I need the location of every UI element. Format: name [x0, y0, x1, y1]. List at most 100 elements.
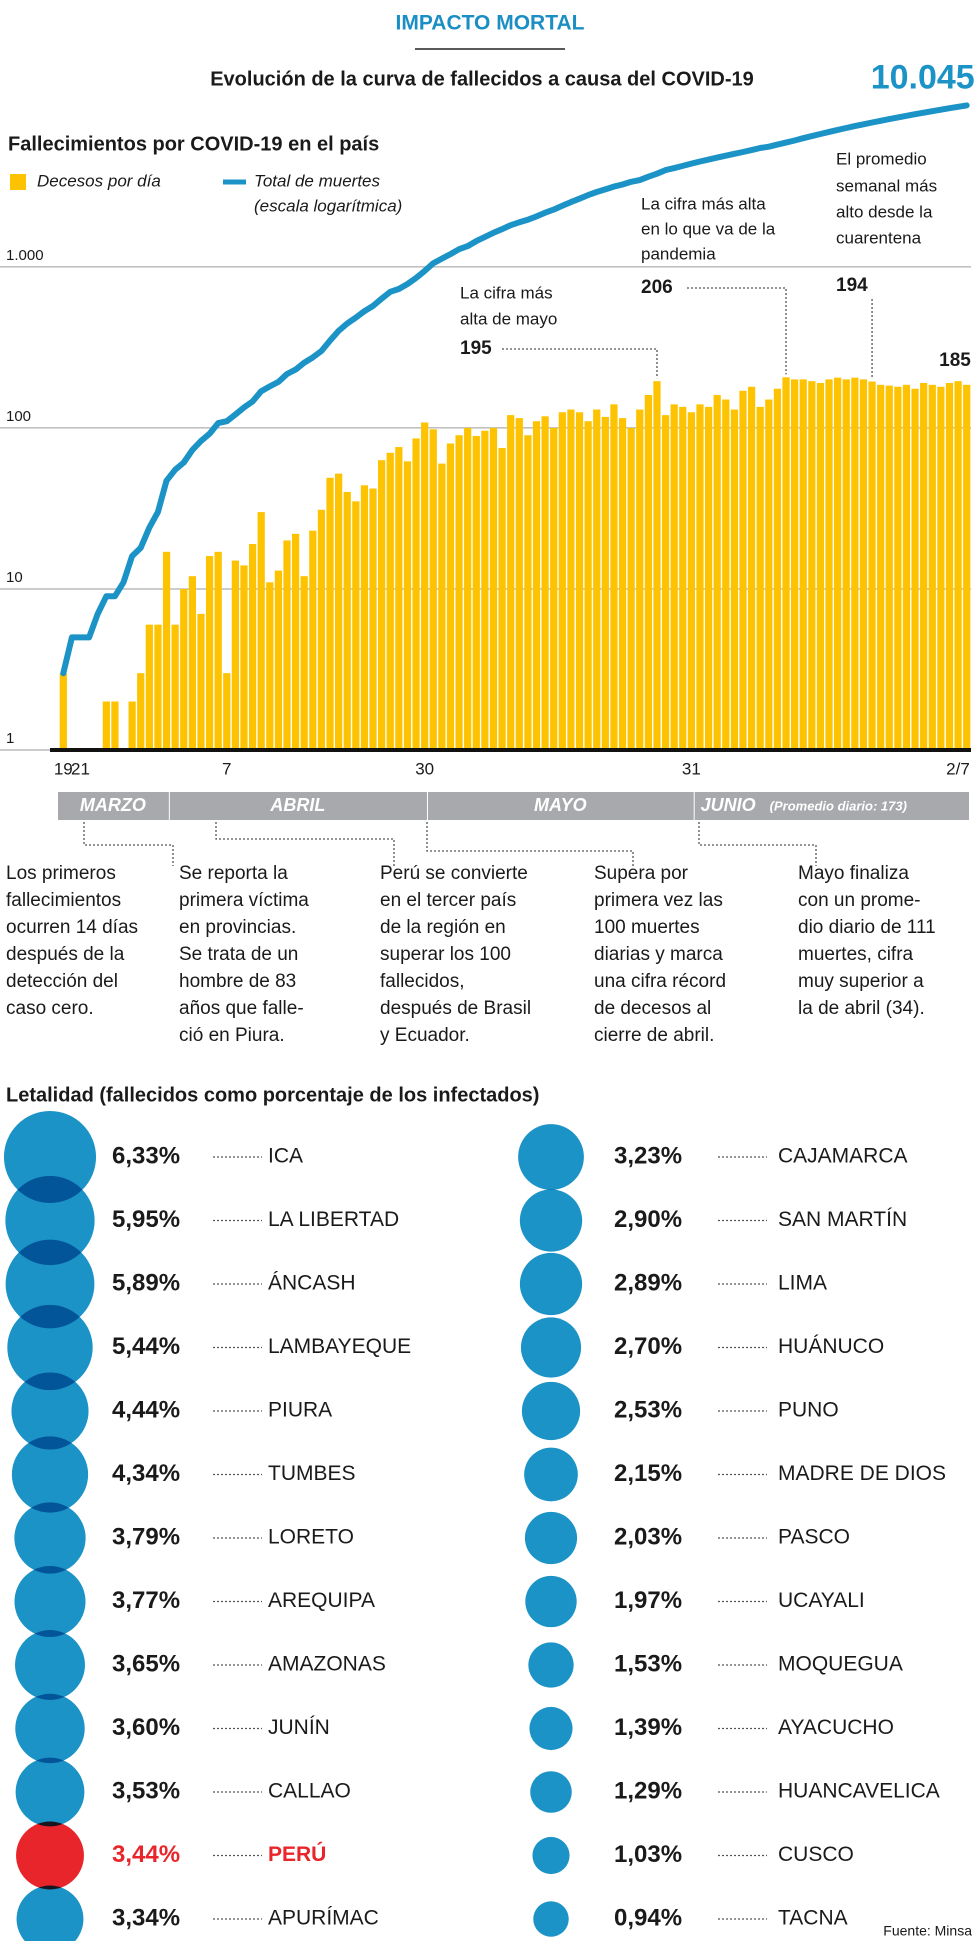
bar — [171, 624, 179, 750]
event-note: en provincias. — [179, 917, 296, 938]
bubble-value: 2,53% — [614, 1396, 682, 1423]
connector — [83, 822, 174, 866]
event-note: una cifra récord — [594, 971, 726, 992]
event-note: fallecidos, — [380, 971, 465, 992]
bar — [326, 477, 334, 750]
event-note: hombre de 83 — [179, 971, 296, 992]
bar — [455, 435, 463, 750]
bar — [575, 412, 584, 750]
region-name: LORETO — [268, 1526, 354, 1549]
bar — [498, 447, 506, 750]
bar — [877, 384, 885, 750]
month-label: ABRIL — [269, 795, 325, 815]
bar — [283, 540, 291, 750]
bar — [902, 384, 911, 750]
bar — [730, 409, 739, 750]
region-name: HUÁNUCO — [778, 1335, 884, 1358]
month-band — [58, 792, 169, 820]
bar — [765, 399, 773, 750]
bubble-value: 3,23% — [614, 1142, 682, 1169]
bubble — [3, 1110, 97, 1204]
region-name: PASCO — [778, 1526, 850, 1549]
bar — [636, 409, 644, 750]
region-name: APURÍMAC — [268, 1907, 379, 1930]
bubble-value: 2,03% — [614, 1523, 682, 1550]
event-note: muy superior a — [798, 971, 924, 992]
region-name: TACNA — [778, 1907, 848, 1930]
event-note: superar los 100 — [380, 944, 511, 965]
bar — [464, 427, 472, 750]
bubble-value: 2,70% — [614, 1333, 682, 1360]
bar — [834, 377, 842, 750]
event-note: cierre de abril. — [594, 1025, 714, 1046]
region-name: MADRE DE DIOS — [778, 1462, 946, 1485]
annotation-text: pandemia — [641, 244, 716, 263]
bar — [446, 443, 455, 750]
bar — [205, 556, 214, 750]
event-note: ció en Piura. — [179, 1025, 285, 1046]
bubble — [525, 1575, 577, 1628]
connector — [215, 822, 395, 866]
bar — [102, 701, 110, 750]
bar — [911, 388, 919, 750]
bar — [180, 588, 188, 750]
y-tick-label: 100 — [6, 408, 31, 425]
event-note: ocurren 14 días — [6, 917, 138, 938]
bar — [524, 435, 532, 750]
bar — [670, 404, 678, 750]
bar — [954, 381, 962, 750]
bar — [378, 460, 386, 750]
bar — [782, 377, 790, 750]
event-note: Se trata de un — [179, 944, 298, 965]
bar — [541, 416, 549, 750]
bar — [859, 379, 868, 750]
region-name: ICA — [268, 1145, 303, 1168]
annotation-text: en lo que va de la — [641, 219, 776, 238]
bar — [704, 406, 713, 750]
bar — [593, 409, 601, 750]
bubble-value: 3,53% — [112, 1777, 180, 1804]
region-name: CALLAO — [268, 1780, 351, 1803]
bar — [59, 673, 67, 750]
bar — [558, 412, 566, 750]
bar — [791, 379, 799, 750]
region-name: LIMA — [778, 1272, 827, 1295]
bubble — [530, 1771, 572, 1813]
region-name: CAJAMARCA — [778, 1145, 908, 1168]
bubble-value: 1,39% — [614, 1714, 682, 1741]
event-note: con un prome- — [798, 890, 921, 911]
bar — [223, 673, 231, 750]
month-average: (Promedio diario: 173) — [770, 798, 907, 813]
bar — [481, 430, 489, 750]
month-label: MAYO — [534, 795, 587, 815]
bubble-value: 2,15% — [614, 1460, 682, 1487]
bar — [274, 570, 283, 750]
bar — [369, 488, 377, 750]
bar — [799, 379, 807, 750]
event-note: detección del — [6, 971, 118, 992]
bubble — [519, 1252, 583, 1316]
bar — [885, 385, 893, 750]
annotation-text: El promedio — [836, 149, 927, 168]
bar — [894, 386, 902, 750]
region-name: CUSCO — [778, 1843, 854, 1866]
bubble-value: 1,03% — [614, 1841, 682, 1868]
region-name: JUNÍN — [268, 1716, 330, 1739]
bar — [937, 386, 945, 750]
bar — [231, 560, 239, 750]
bar — [507, 415, 515, 750]
legend-label: Total de muertes — [254, 171, 380, 190]
bubble-value: 3,79% — [112, 1523, 180, 1550]
bar — [421, 422, 429, 750]
bar — [412, 438, 420, 750]
bar — [747, 386, 756, 750]
bar — [128, 701, 136, 750]
bubble-value: 5,89% — [112, 1269, 180, 1296]
bubble — [533, 1901, 569, 1937]
bar — [928, 384, 936, 750]
x-tick-label: 31 — [682, 759, 701, 778]
bar — [137, 673, 145, 750]
event-note: caso cero. — [6, 998, 94, 1019]
bubble — [15, 1757, 85, 1827]
bar — [145, 624, 153, 750]
